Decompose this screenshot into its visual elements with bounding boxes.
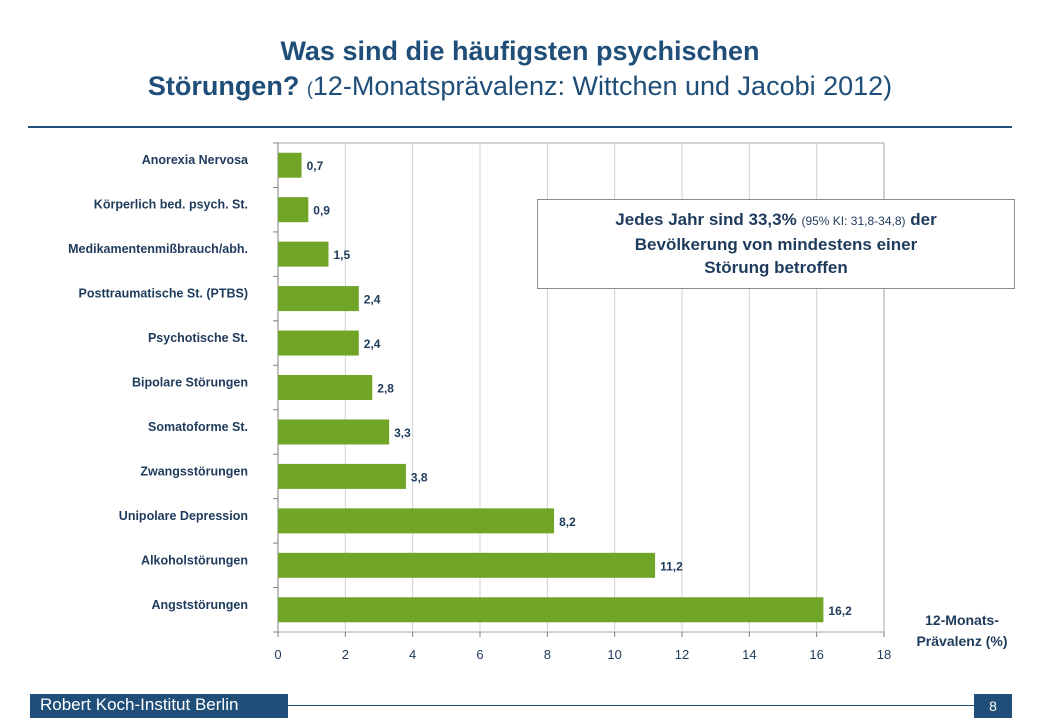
- footer-org: Robert Koch-Institut Berlin: [40, 695, 239, 714]
- x-tick-label: 8: [544, 647, 551, 662]
- category-label: Medikamentenmißbrauch/abh.: [68, 242, 248, 256]
- bar: [278, 597, 824, 623]
- x-tick-label: 18: [877, 647, 891, 662]
- bar: [278, 375, 373, 400]
- data-label: 2,4: [364, 337, 381, 351]
- footer-bar: [30, 694, 288, 718]
- bar: [278, 552, 656, 578]
- bar-chart: 0 2 4 6 8 10 12 14 16 18 Anorexia Nervosa 0,7 Körper…: [68, 142, 891, 662]
- category-label: Bipolare Störungen: [132, 376, 248, 390]
- title-line-2: Störungen? (12-Monatsprävalenz: Wittchen…: [0, 68, 1040, 107]
- callout-line-2: Bevölkerung von mindestens einer: [634, 235, 918, 254]
- data-label: 3,8: [411, 470, 428, 484]
- category-label: Psychotische St.: [148, 331, 248, 345]
- x-tick-label: 4: [409, 647, 416, 662]
- category-label: Unipolare Depression: [119, 509, 248, 523]
- x-tick-label: 16: [809, 647, 823, 662]
- callout-line-1: Jedes Jahr sind 33,3% (95% KI: 31,8-34,8…: [538, 208, 1014, 233]
- data-label: 0,9: [313, 204, 330, 218]
- x-tick-label: 14: [742, 647, 756, 662]
- bar: [278, 508, 555, 534]
- category-label: Körperlich bed. psych. St.: [94, 198, 248, 212]
- x-tick-label: 0: [274, 647, 281, 662]
- title-rest: 12-Monatsprävalenz: Wittchen und Jacobi …: [312, 71, 893, 101]
- bar: [278, 241, 329, 267]
- callout-ci: (95% KI: 31,8-34,8): [801, 214, 906, 228]
- title-paren: (: [306, 79, 313, 99]
- page-number: 8: [974, 694, 1012, 718]
- footer: Robert Koch-Institut Berlin 8: [0, 692, 1040, 720]
- data-label: 3,3: [394, 426, 411, 440]
- title-line-1: Was sind die häufigsten psychischen: [280, 36, 760, 66]
- bar: [278, 197, 309, 223]
- category-label: Alkoholstörungen: [141, 553, 248, 567]
- data-label: 2,8: [377, 382, 394, 396]
- x-axis-title-line-2: Prävalenz (%): [916, 633, 1008, 649]
- bar: [278, 463, 406, 489]
- callout-part2: der: [910, 210, 937, 229]
- category-label: Zwangsstörungen: [140, 464, 248, 478]
- callout-part1: Jedes Jahr sind 33,3%: [615, 210, 797, 229]
- bar: [278, 152, 302, 178]
- callout-box: Jedes Jahr sind 33,3% (95% KI: 31,8-34,8…: [537, 199, 1015, 289]
- category-label: Angststörungen: [151, 598, 248, 612]
- data-label: 8,2: [559, 515, 576, 529]
- footer-line: [288, 705, 974, 706]
- category-label: Anorexia Nervosa: [142, 153, 249, 167]
- data-label: 11,2: [660, 559, 683, 573]
- data-label: 16,2: [828, 604, 852, 618]
- bar: [278, 419, 390, 445]
- x-tick-label: 12: [675, 647, 689, 662]
- data-label: 1,5: [334, 248, 351, 262]
- category-label: Posttraumatische St. (PTBS): [79, 287, 248, 301]
- x-tick-label: 10: [607, 647, 621, 662]
- x-axis-title: 12-Monats- Prävalenz (%): [892, 610, 1032, 652]
- title-underline: [28, 126, 1012, 128]
- callout-line-3: Störung betroffen: [704, 258, 848, 277]
- bar: [278, 286, 359, 312]
- slide-title: Was sind die häufigsten psychischen Stör…: [0, 34, 1040, 107]
- title-bold: Störungen?: [147, 71, 300, 101]
- bar: [278, 330, 359, 356]
- data-label: 0,7: [307, 159, 324, 173]
- category-label: Somatoforme St.: [148, 420, 248, 434]
- x-tick-label: 6: [476, 647, 483, 662]
- x-tick-label: 2: [342, 647, 349, 662]
- data-label: 2,4: [364, 293, 381, 307]
- x-axis-title-line-1: 12-Monats-: [925, 612, 999, 628]
